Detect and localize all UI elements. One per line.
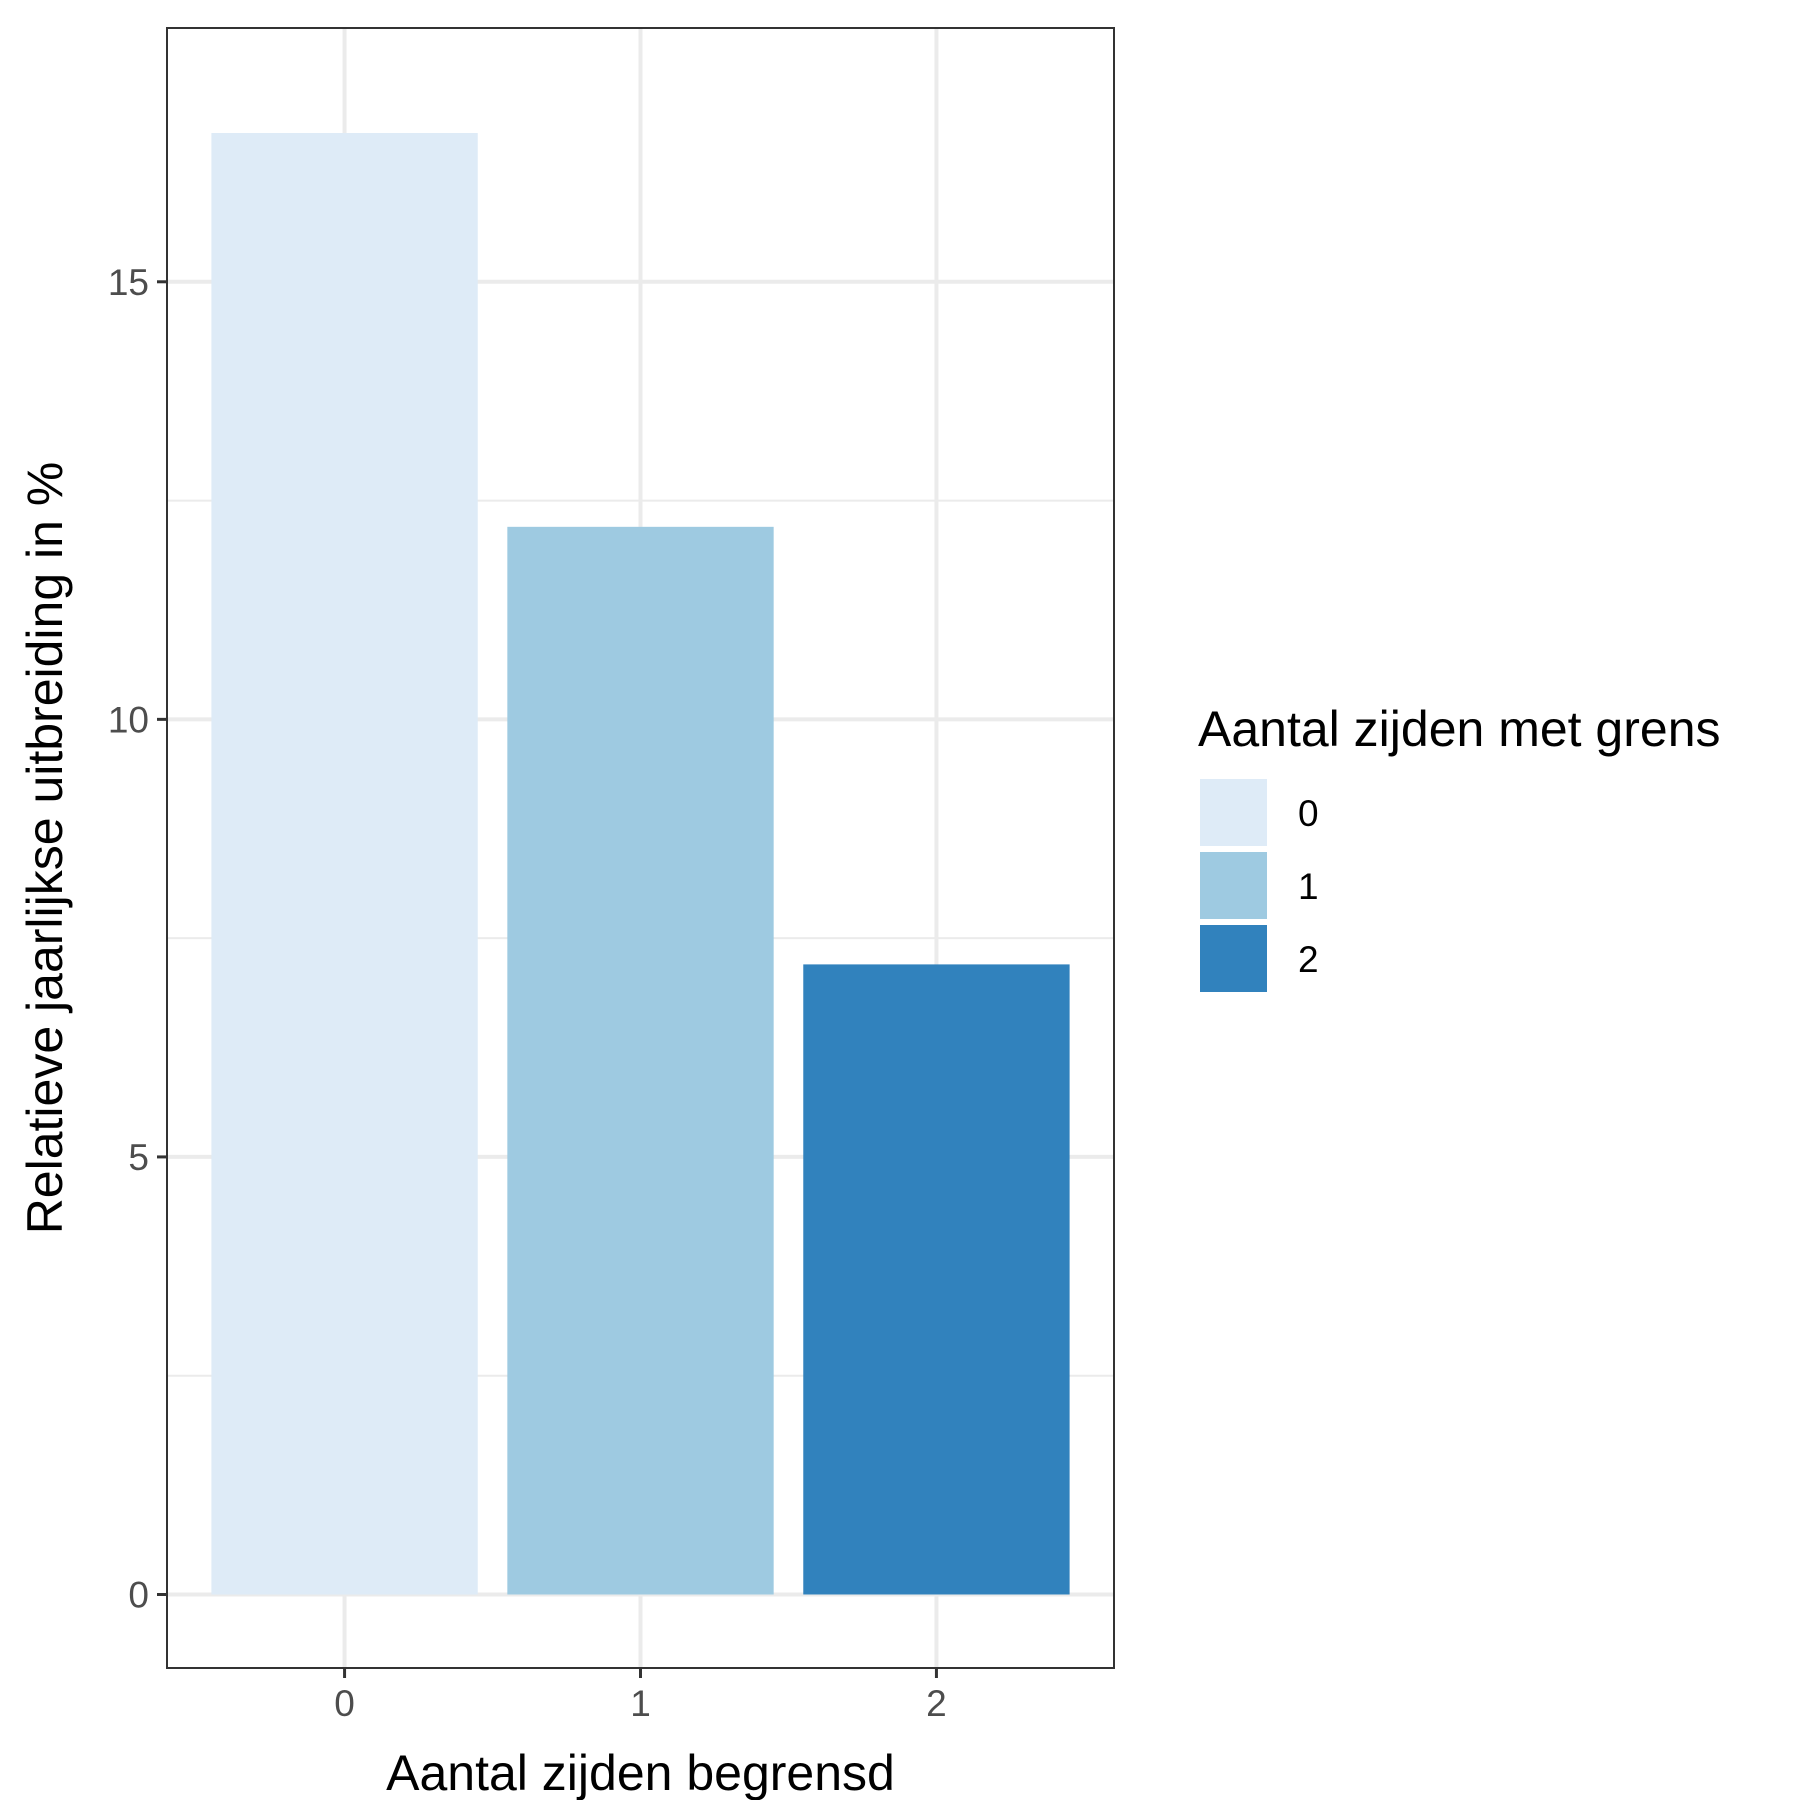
y-axis-title: Relatieve jaarlijkse uitbreiding in %	[17, 462, 73, 1235]
y-tick-label: 0	[128, 1574, 149, 1615]
bar-1	[507, 526, 774, 1595]
legend-label-2: 2	[1298, 939, 1319, 980]
y-tick-label: 15	[108, 262, 149, 303]
x-axis-title: Aantal zijden begrensd	[386, 1745, 895, 1800]
bar-2	[803, 964, 1070, 1595]
legend-swatch-1	[1200, 852, 1267, 919]
legend-items: 0 1 2	[1200, 779, 1319, 992]
legend-swatch-2	[1200, 925, 1267, 992]
x-tick-label: 2	[926, 1683, 947, 1724]
legend-label-1: 1	[1298, 866, 1319, 907]
axes: 0 5 10 15 0 1 2	[108, 262, 947, 1724]
x-tick-label: 1	[630, 1683, 651, 1724]
y-tick-label: 10	[108, 699, 149, 740]
bar-0	[211, 133, 478, 1595]
y-tick-label: 5	[128, 1137, 149, 1178]
legend-label-0: 0	[1298, 793, 1319, 834]
x-tick-label: 0	[334, 1683, 355, 1724]
legend-swatch-0	[1200, 779, 1267, 846]
bars	[211, 133, 1070, 1595]
legend-title: Aantal zijden met grens	[1198, 701, 1721, 757]
legend: Aantal zijden met grens 0 1 2	[1198, 701, 1721, 992]
